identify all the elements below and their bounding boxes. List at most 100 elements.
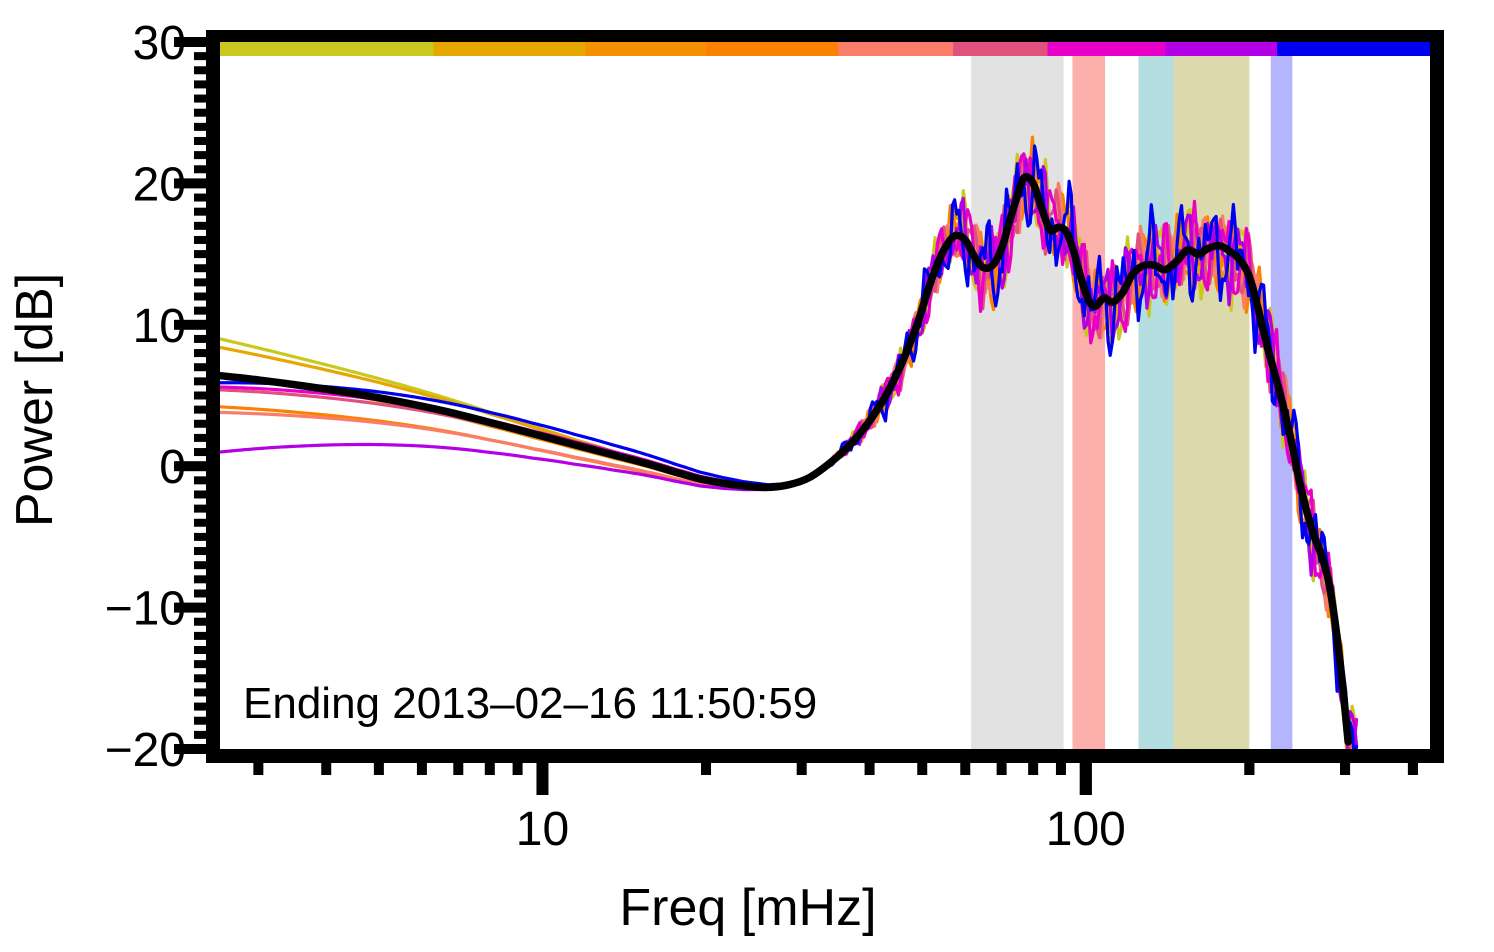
y-tick-minor xyxy=(194,306,220,315)
x-tick-minor xyxy=(1407,749,1418,775)
y-tick-minor xyxy=(194,94,220,103)
x-tick-minor xyxy=(453,749,464,775)
y-tick-major xyxy=(174,37,220,47)
colorbar-segment-5 xyxy=(838,42,955,56)
y-tick-minor xyxy=(194,278,220,287)
x-axis-line xyxy=(206,749,1444,763)
y-tick-minor xyxy=(194,547,220,556)
y-tick-minor xyxy=(194,575,220,584)
x-axis-ticks xyxy=(253,749,1418,795)
colorbar-segment-8 xyxy=(1165,42,1279,56)
y-tick-minor xyxy=(194,349,220,358)
y-tick-minor xyxy=(194,165,220,174)
y-tick-minor xyxy=(194,688,220,697)
y-tick-minor xyxy=(194,589,220,598)
y-tick-label: −20 xyxy=(105,724,186,777)
x-axis-tick-labels: 10 100 xyxy=(516,803,1126,856)
x-tick-minor xyxy=(253,749,264,775)
y-tick-minor xyxy=(194,504,220,513)
x-tick-label: 10 xyxy=(516,803,569,856)
y-tick-minor xyxy=(194,674,220,683)
y-tick-minor xyxy=(194,108,220,117)
y-tick-minor xyxy=(194,235,220,244)
x-tick-minor xyxy=(1028,749,1039,775)
y-tick-minor xyxy=(194,617,220,626)
y-tick-minor xyxy=(194,419,220,428)
band-salmon xyxy=(1072,56,1106,749)
y-tick-major xyxy=(174,744,220,754)
y-tick-minor xyxy=(194,207,220,216)
x-tick-minor xyxy=(701,749,712,775)
ending-timestamp-annotation: Ending 2013‒02‒16 11:50:59 xyxy=(243,679,817,728)
x-tick-major xyxy=(536,749,549,795)
x-tick-minor xyxy=(484,749,495,775)
y-tick-minor xyxy=(194,250,220,259)
y-tick-minor xyxy=(194,561,220,570)
x-tick-major xyxy=(1079,749,1092,795)
y-tick-minor xyxy=(194,52,220,61)
y-tick-minor xyxy=(194,292,220,301)
x-tick-label: 100 xyxy=(1046,803,1126,856)
y-tick-major xyxy=(174,602,220,613)
colorbar-segment-4 xyxy=(706,42,840,56)
x-tick-minor xyxy=(996,749,1007,775)
x-tick-minor xyxy=(416,749,427,775)
y-axis-ticks xyxy=(174,37,220,754)
x-tick-minor xyxy=(796,749,807,775)
y-tick-minor xyxy=(194,66,220,75)
y-tick-minor xyxy=(194,433,220,442)
y-tick-minor xyxy=(194,730,220,739)
y-tick-label: 0 xyxy=(159,441,186,494)
y-tick-minor xyxy=(194,377,220,386)
spectrum-curve-mean xyxy=(216,173,1352,746)
x-tick-minor xyxy=(1055,749,1066,775)
colorbar-segment-6 xyxy=(953,42,1049,56)
x-tick-minor xyxy=(1340,749,1351,775)
x-tick-minor xyxy=(917,749,928,775)
top-frame-line xyxy=(206,30,1444,42)
y-tick-minor xyxy=(194,660,220,669)
y-tick-minor xyxy=(194,193,220,202)
colorbar-segment-3 xyxy=(585,42,708,56)
y-tick-minor xyxy=(194,122,220,131)
y-tick-minor xyxy=(194,80,220,89)
y-tick-minor xyxy=(194,334,220,343)
y-tick-label: 10 xyxy=(133,300,186,353)
y-tick-minor xyxy=(194,518,220,527)
x-tick-minor xyxy=(321,749,332,775)
y-tick-minor xyxy=(194,448,220,457)
y-tick-label: 30 xyxy=(133,17,186,70)
y-axis-tick-labels: −20 −10 0 10 20 30 xyxy=(105,17,186,777)
spectra-curves-group xyxy=(216,135,1359,756)
colorbar-segment-7 xyxy=(1047,42,1167,56)
y-tick-minor xyxy=(194,490,220,499)
y-tick-minor xyxy=(194,391,220,400)
y-tick-minor xyxy=(194,221,220,230)
y-tick-major xyxy=(174,319,220,330)
y-tick-minor xyxy=(194,136,220,145)
x-tick-minor xyxy=(1244,749,1255,775)
y-tick-minor xyxy=(194,363,220,372)
x-tick-minor xyxy=(512,749,523,775)
y-tick-minor xyxy=(194,476,220,485)
channel-colorbar xyxy=(220,42,1431,56)
band-lightblue xyxy=(1138,56,1174,749)
band-khaki xyxy=(1173,56,1250,749)
colorbar-segment-1 xyxy=(220,42,435,56)
y-axis-title: Power [dB] xyxy=(6,273,64,527)
y-tick-major xyxy=(174,461,220,472)
y-tick-minor xyxy=(194,151,220,160)
colorbar-segment-2 xyxy=(433,42,587,56)
y-tick-major xyxy=(174,178,220,189)
y-tick-minor xyxy=(194,405,220,414)
x-tick-minor xyxy=(373,749,384,775)
x-tick-minor xyxy=(960,749,971,775)
y-tick-minor xyxy=(194,264,220,273)
y-tick-label: 20 xyxy=(133,158,186,211)
y-tick-minor xyxy=(194,702,220,711)
y-tick-label: −10 xyxy=(105,583,186,636)
y-tick-minor xyxy=(194,532,220,541)
